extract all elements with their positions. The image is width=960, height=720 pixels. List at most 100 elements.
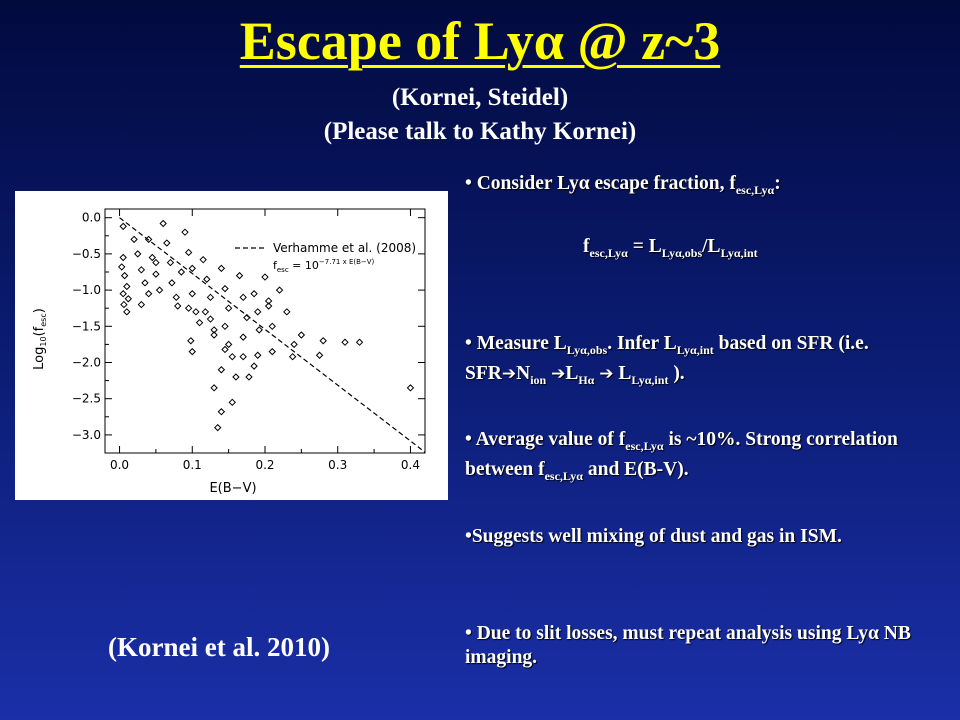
model-line (119, 217, 426, 453)
data-point (159, 219, 167, 228)
y-axis-label: Log10(fesc) (32, 308, 48, 370)
data-point (239, 352, 247, 361)
bullet-slit-losses: • Due to slit losses, must repeat analys… (465, 623, 911, 668)
data-point (283, 308, 291, 316)
plot-ticks: 0.0 0.1 0.2 0.3 0.4 0.0 −0.5 −1.0 −1.5 −2.0 −2.5 −3… (72, 209, 425, 472)
data-point (341, 338, 349, 346)
data-point (221, 345, 229, 354)
data-point (315, 351, 324, 359)
data-point (250, 362, 258, 370)
data-point (228, 352, 236, 361)
data-point (275, 286, 284, 294)
data-point (268, 322, 276, 331)
slide-title: Escape of Lyα @ z~3 (239, 11, 721, 71)
data-point (119, 222, 127, 231)
x-tick-label: 0.1 (183, 458, 202, 472)
data-point (224, 304, 233, 312)
x-tick-label: 0.2 (255, 458, 274, 472)
data-point (192, 308, 200, 316)
y-tick-label: −0.5 (72, 247, 101, 261)
data-point (137, 266, 146, 274)
data-point (163, 239, 171, 247)
data-point (235, 271, 244, 280)
data-point (184, 304, 193, 312)
legend-formula: fesc = 10−7.71 x E(B−V) (273, 258, 375, 274)
data-point (123, 308, 131, 316)
data-point (255, 326, 263, 334)
data-point (123, 282, 131, 291)
data-point (268, 347, 276, 356)
data-point (188, 290, 196, 298)
data-point (239, 333, 247, 341)
data-point (254, 351, 262, 359)
data-point (217, 264, 226, 273)
y-tick-label: −3.0 (72, 428, 101, 442)
bullet-dust-mixing: •Suggests well mixing of dust and gas in… (465, 526, 842, 547)
data-point (144, 290, 153, 298)
data-point (120, 300, 128, 309)
data-point (239, 293, 247, 302)
data-point (172, 293, 180, 302)
y-tick-label: −2.5 (72, 392, 101, 406)
scatter-figure: 0.0 0.1 0.2 0.3 0.4 0.0 −0.5 −1.0 −1.5 −2.0 −2.5 −3… (15, 191, 448, 500)
slide-subtitle-contact: (Please talk to Kathy Kornei) (323, 118, 637, 145)
data-point (118, 263, 126, 271)
data-point (155, 286, 164, 294)
data-point (206, 293, 215, 302)
data-point (201, 308, 210, 316)
data-point (254, 308, 262, 316)
data-point (250, 290, 258, 298)
figure-caption: (Kornei et al. 2010) (108, 632, 330, 662)
data-point (355, 338, 364, 346)
data-point (290, 340, 298, 349)
data-point (166, 258, 175, 267)
data-point (319, 337, 327, 345)
data-point (210, 384, 218, 392)
data-point (210, 326, 218, 334)
data-points (118, 219, 415, 432)
escape-fraction-equation: fesc,Lyα = LLyα,obs/LLyα,int (583, 236, 758, 260)
data-point (181, 228, 189, 236)
bullet-escape-fraction: • Consider Lyα escape fraction, fesc,Lyα… (465, 173, 781, 197)
data-point (406, 384, 415, 392)
data-point (243, 313, 251, 322)
data-point (261, 273, 269, 281)
right-arrow-icon: ➔ (501, 363, 517, 384)
data-point (224, 340, 233, 349)
data-point (297, 331, 306, 339)
data-point (130, 235, 138, 244)
slide-subtitle-authors: (Kornei, Steidel) (391, 84, 569, 111)
data-point (245, 373, 253, 381)
data-point (210, 331, 218, 339)
legend: Verhamme et al. (2008) fesc = 10−7.71 x … (235, 241, 416, 274)
data-point (221, 284, 229, 293)
data-point (221, 322, 229, 331)
data-point (203, 275, 211, 283)
data-point (141, 279, 149, 287)
data-point (217, 408, 226, 416)
x-tick-label: 0.0 (110, 458, 129, 472)
data-point (264, 297, 273, 305)
x-tick-label: 0.4 (401, 458, 420, 472)
data-point (188, 347, 196, 356)
bullet-measure: • Measure LLyα,obs. Infer LLyα,int based… (465, 333, 869, 387)
data-point (174, 302, 182, 310)
legend-label: Verhamme et al. (2008) (273, 241, 416, 255)
data-point (187, 337, 195, 345)
data-point (152, 270, 160, 278)
y-tick-label: −2.0 (72, 355, 101, 369)
model-line-group (119, 217, 426, 453)
data-point (199, 255, 207, 264)
data-point (119, 253, 127, 262)
data-point (228, 398, 236, 407)
data-point (134, 250, 142, 258)
data-point (148, 253, 156, 262)
data-point (214, 423, 222, 432)
data-point (217, 366, 226, 374)
data-point (288, 352, 297, 361)
data-point (195, 318, 204, 327)
bullet-average-value: • Average value of fesc,Lyα is ~10%. Str… (465, 429, 898, 483)
data-point (264, 302, 273, 310)
data-point (184, 248, 193, 257)
right-arrow-icon: ➔ (599, 363, 614, 384)
